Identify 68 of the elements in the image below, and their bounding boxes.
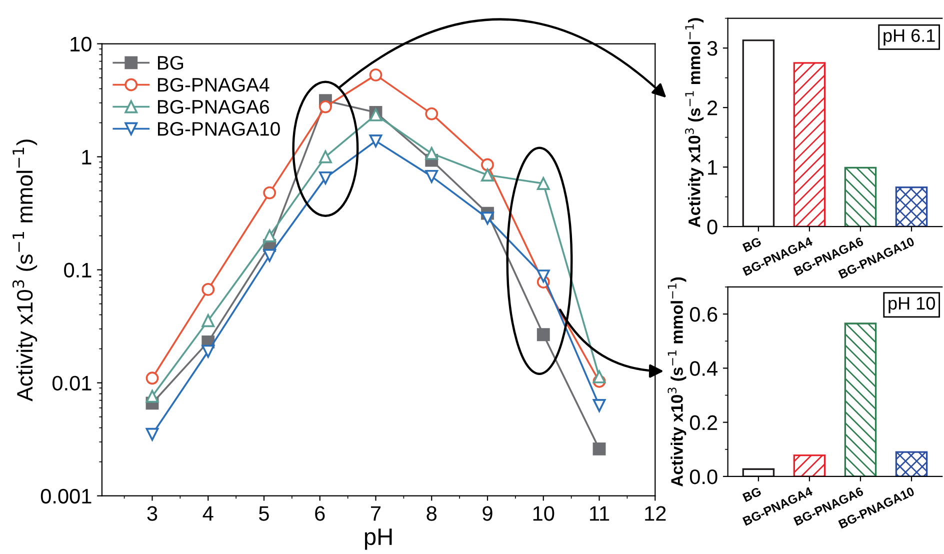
point [146, 372, 159, 385]
point [202, 344, 215, 358]
x-tick-label: 12 [645, 506, 666, 521]
point [425, 107, 438, 120]
point [536, 270, 550, 283]
x-tick-label: 11 [590, 506, 610, 521]
x-tick-label: 7 [371, 506, 380, 521]
y-axis-title: Activity x10$^{3}$ (s$^{−1}$ mmol$^{−1}$) [12, 140, 38, 402]
point [369, 68, 382, 82]
legend-label: BG-PNAGA10 [158, 122, 280, 136]
x-tick-label: 10 [533, 506, 554, 521]
y-tick-label: 10 [70, 36, 92, 52]
x-tick-label: 3 [147, 506, 158, 521]
y-tick-label: 0.1 [64, 262, 92, 278]
x-tick-label: 9 [482, 506, 492, 521]
y-tick-label: 0.2 [690, 415, 718, 430]
point [319, 171, 332, 184]
point [319, 100, 332, 114]
x-tick-label: 4 [202, 506, 214, 521]
bar [793, 454, 826, 476]
point [536, 177, 550, 190]
y-axis-title: Activity x10$^{3}$ (s$^{−1}$ mmol$^{−1}$) [668, 277, 686, 487]
y-tick-label: 0.01 [52, 376, 92, 391]
point [425, 147, 438, 160]
point [481, 158, 494, 172]
point [202, 282, 215, 296]
point [592, 399, 606, 412]
point [369, 108, 382, 122]
annotation: pH 10 [888, 296, 935, 314]
bar [742, 39, 775, 227]
point [146, 428, 159, 441]
x-tick-label: 5 [259, 506, 269, 521]
point [592, 442, 606, 456]
y-tick-label: 2 [708, 100, 718, 116]
y-tick-label: 0.001 [40, 488, 92, 504]
annotation: pH 6.1 [884, 29, 935, 46]
y-tick-label: 0.6 [690, 307, 718, 322]
point [319, 150, 332, 164]
bar [844, 166, 877, 227]
bar [844, 322, 877, 476]
bar [895, 186, 928, 227]
point [481, 168, 494, 182]
point [592, 370, 606, 384]
y-tick-label: 3 [707, 41, 718, 56]
x-tick-label: 8 [426, 506, 437, 521]
bar [793, 62, 826, 227]
x-tick-label: 6 [315, 506, 325, 521]
legend-label: BG [158, 56, 184, 70]
point [481, 212, 494, 225]
point [202, 314, 215, 328]
point [146, 390, 159, 403]
legend-label: BG-PNAGA6 [158, 100, 269, 114]
y-tick-label: 0.0 [690, 469, 718, 484]
y-tick-label: 1 [82, 150, 92, 164]
point [536, 328, 550, 342]
y-tick-label: 0 [707, 220, 718, 234]
bar [895, 451, 928, 476]
y-tick-label: 0.4 [690, 361, 718, 376]
point [369, 134, 382, 148]
point [263, 229, 276, 242]
y-axis-title: Activity x10$^{3}$ (s$^{−1}$ mmol$^{−1}$) [685, 18, 704, 228]
legend-label: BG-PNAGA4 [158, 78, 270, 92]
x-axis-title: pH [364, 528, 392, 550]
point [425, 170, 438, 183]
y-tick-label: 1 [708, 160, 718, 175]
point [263, 248, 276, 262]
bar [742, 468, 775, 476]
point [263, 186, 276, 200]
